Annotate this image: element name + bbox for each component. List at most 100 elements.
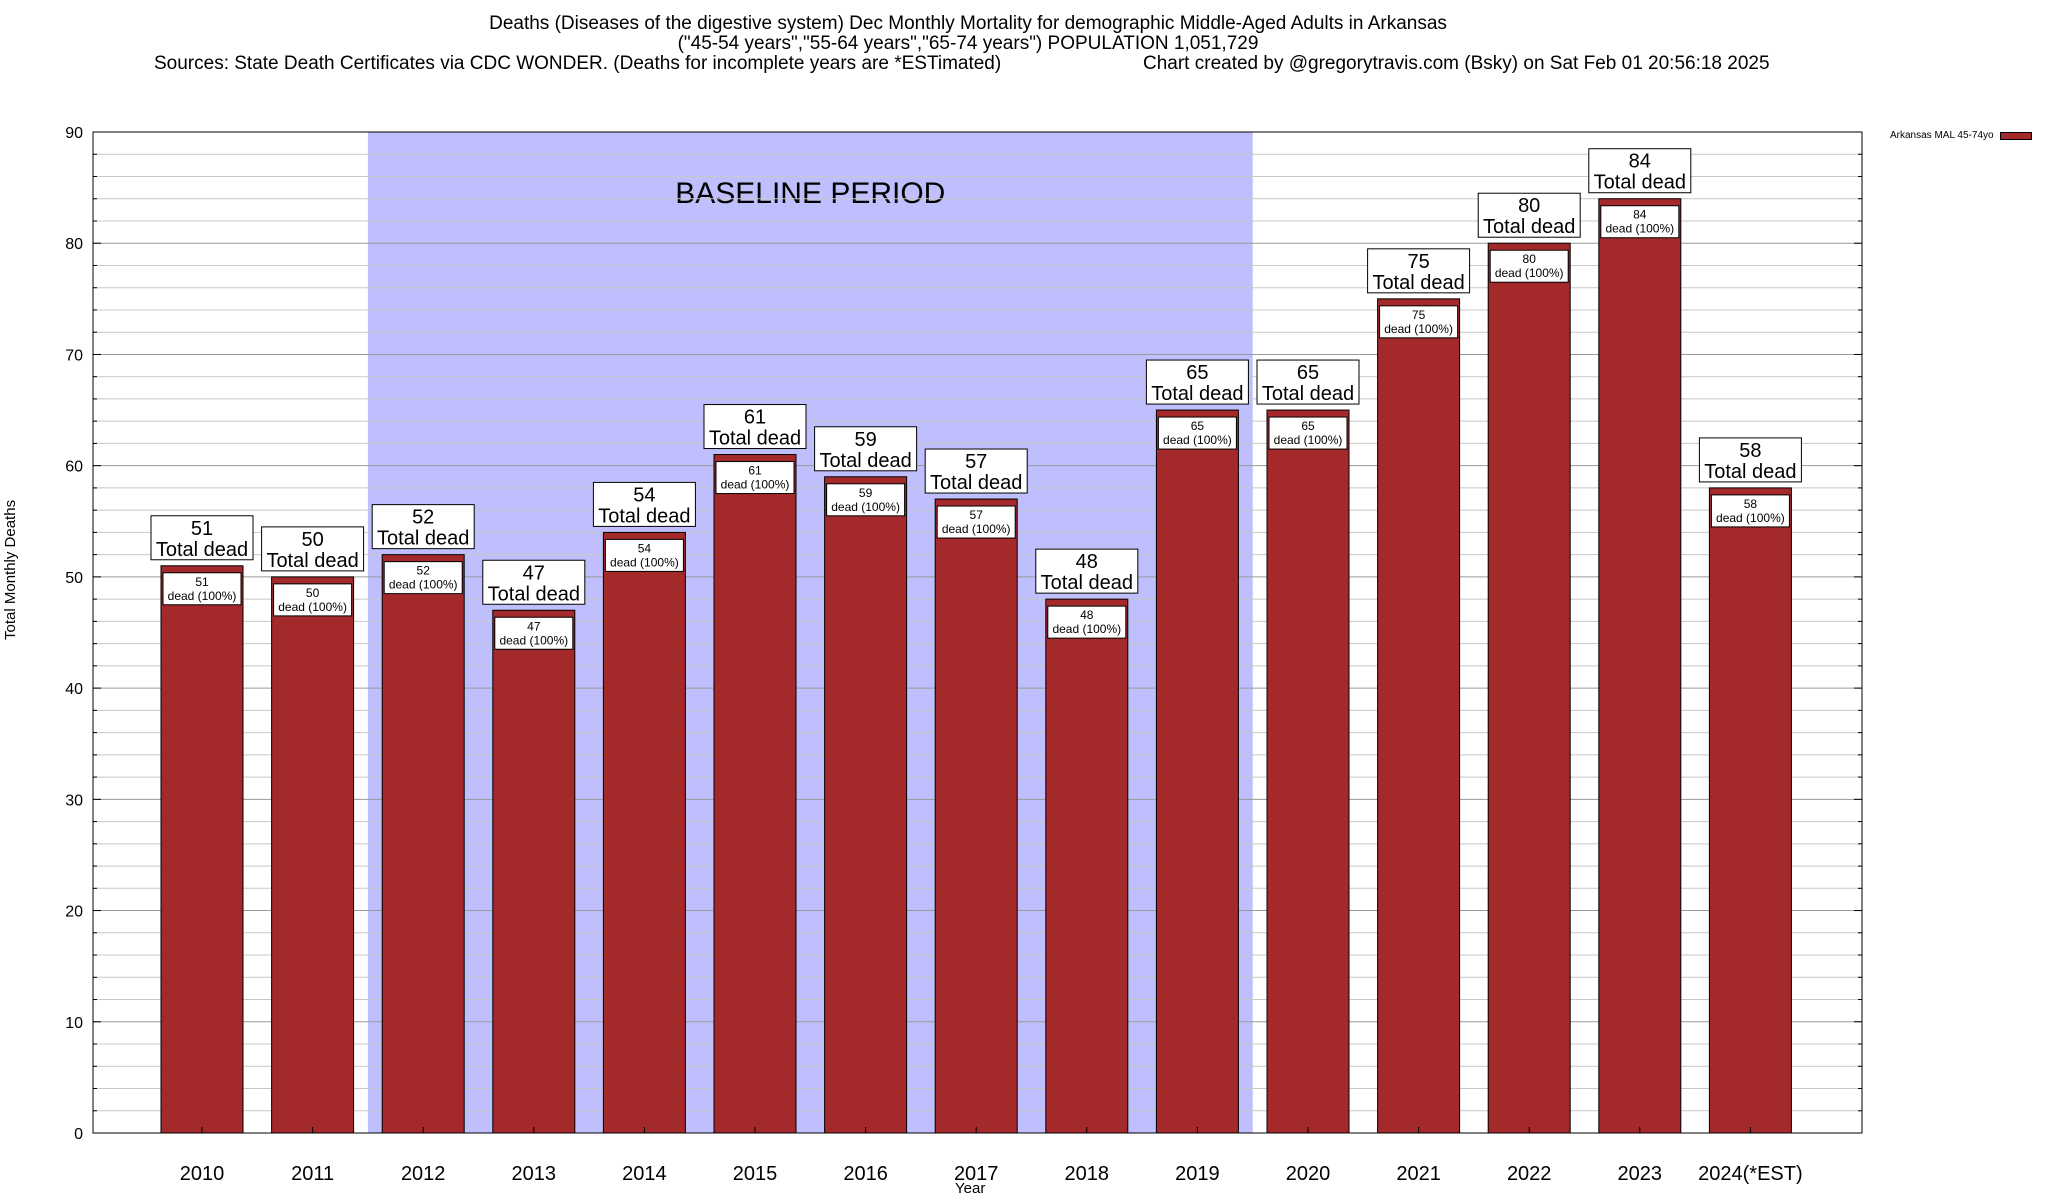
x-tick-label: 2016 (843, 1163, 888, 1185)
y-tick-label: 50 (65, 570, 83, 587)
inner-label-value: 54 (638, 541, 652, 555)
baseline-period-label: BASELINE PERIOD (675, 177, 945, 210)
inner-label-box (1600, 205, 1680, 239)
x-tick-label: 2015 (733, 1163, 778, 1185)
x-tick-label: 2014 (622, 1163, 667, 1185)
y-tick-label: 60 (65, 459, 83, 476)
inner-label-box (604, 538, 684, 572)
inner-label-value: 57 (970, 508, 984, 522)
top-label-text: Total dead (598, 505, 690, 527)
x-tick-label: 2011 (291, 1163, 334, 1185)
bar-2013 (492, 609, 576, 1134)
inner-label-text: dead (100%) (1605, 222, 1674, 236)
top-label-box (1035, 548, 1139, 594)
inner-label-box (494, 616, 574, 650)
top-label-text: Total dead (1262, 383, 1354, 405)
x-tick-label: 2012 (401, 1163, 446, 1185)
x-tick-label: 2013 (512, 1163, 557, 1185)
inner-label-value: 58 (1744, 497, 1758, 511)
top-label-value: 50 (301, 529, 323, 551)
top-label-value: 54 (633, 484, 655, 506)
source-note: Sources: State Death Certificates via CD… (154, 53, 1002, 74)
top-label-text: Total dead (930, 472, 1022, 494)
top-label-box (261, 526, 365, 572)
chart-title: Deaths (Diseases of the digestive system… (489, 13, 1447, 34)
chart-subtitle: ("45-54 years","55-64 years","65-74 year… (677, 33, 1259, 54)
inner-label-value: 52 (417, 564, 431, 578)
top-label-text: Total dead (488, 583, 580, 605)
inner-label-box (1379, 305, 1459, 339)
x-tick-label: 2017 (954, 1163, 999, 1185)
bar-2016 (824, 476, 908, 1134)
top-label-box (703, 404, 807, 450)
inner-label-text: dead (100%) (499, 633, 568, 647)
bar-2010 (160, 565, 244, 1134)
top-label-text: Total dead (156, 539, 248, 561)
bar-2014 (602, 531, 686, 1134)
inner-label-text: dead (100%) (610, 555, 679, 569)
inner-label-value: 65 (1191, 419, 1205, 433)
y-tick-label: 10 (65, 1015, 83, 1032)
top-label-text: Total dead (1594, 172, 1686, 194)
y-tick-label: 0 (74, 1126, 83, 1143)
legend: Arkansas MAL 45-74yo (1890, 130, 2032, 141)
top-label-box (1256, 359, 1360, 405)
inner-label-value: 65 (1301, 419, 1315, 433)
inner-label-text: dead (100%) (278, 600, 347, 614)
top-label-box (924, 448, 1028, 494)
inner-label-box (162, 572, 242, 606)
inner-label-box (1489, 249, 1569, 283)
inner-label-box (273, 583, 353, 617)
top-label-box (1477, 192, 1581, 238)
bar-2021 (1377, 298, 1461, 1134)
inner-label-box (715, 461, 795, 495)
top-label-box (1367, 248, 1471, 294)
top-label-value: 65 (1297, 362, 1319, 384)
top-label-value: 61 (744, 407, 766, 429)
x-tick-label: 2022 (1507, 1163, 1552, 1185)
top-label-value: 51 (191, 518, 213, 540)
y-tick-label: 90 (65, 125, 83, 142)
inner-label-text: dead (100%) (1495, 266, 1564, 280)
top-label-text: Total dead (819, 450, 911, 472)
inner-label-value: 51 (195, 575, 209, 589)
bar-2015 (713, 454, 797, 1134)
inner-label-box (1710, 494, 1790, 528)
top-label-box (1145, 359, 1249, 405)
inner-label-value: 80 (1523, 252, 1537, 266)
top-label-value: 57 (965, 451, 987, 473)
bar-2011 (271, 576, 355, 1134)
top-label-box (814, 426, 918, 472)
top-label-box (592, 481, 696, 527)
bar-2020 (1266, 409, 1350, 1134)
bar-2018 (1045, 598, 1129, 1134)
legend-label: Arkansas MAL 45-74yo (1890, 130, 1994, 141)
top-label-text: Total dead (709, 428, 801, 450)
top-label-value: 65 (1186, 362, 1208, 384)
bar-2024(*EST) (1708, 487, 1792, 1134)
top-label-value: 80 (1518, 195, 1540, 217)
y-tick-label: 30 (65, 792, 83, 809)
top-label-value: 59 (854, 429, 876, 451)
bar-2022 (1487, 242, 1571, 1134)
inner-label-text: dead (100%) (389, 578, 458, 592)
inner-label-box (1047, 605, 1127, 639)
inner-label-value: 84 (1633, 208, 1647, 222)
bar-2012 (381, 554, 465, 1134)
y-axis-label: Total Monthly Deaths (2, 499, 19, 640)
inner-label-text: dead (100%) (1384, 322, 1453, 336)
top-label-value: 48 (1076, 551, 1098, 573)
top-label-text: Total dead (1483, 216, 1575, 238)
top-label-value: 47 (523, 562, 545, 584)
top-label-box (371, 504, 475, 550)
inner-label-text: dead (100%) (1052, 622, 1121, 636)
bar-2017 (934, 498, 1018, 1134)
top-label-text: Total dead (377, 528, 469, 550)
inner-label-text: dead (100%) (721, 478, 790, 492)
inner-label-text: dead (100%) (168, 589, 237, 603)
inner-label-text: dead (100%) (1163, 433, 1232, 447)
x-axis-label: Year (955, 1180, 986, 1197)
inner-label-box (1157, 416, 1237, 450)
